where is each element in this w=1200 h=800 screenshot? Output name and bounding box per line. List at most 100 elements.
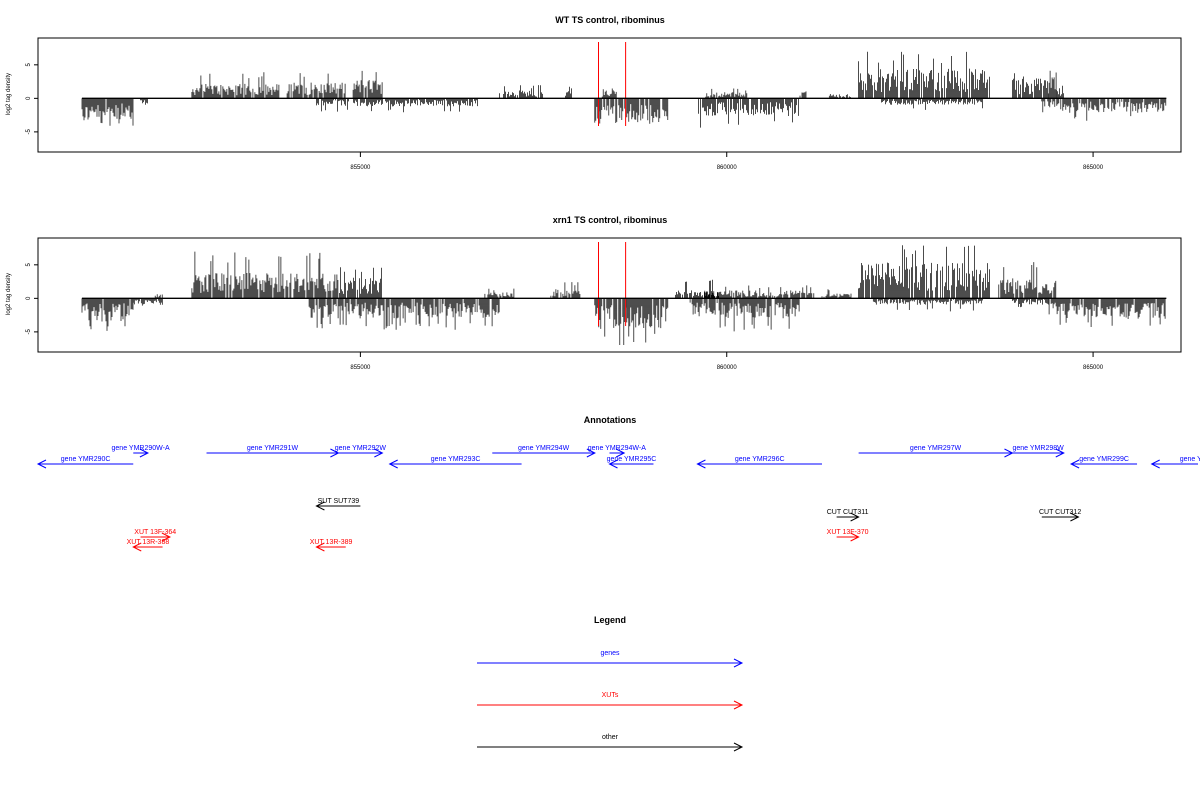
legend-items: genes XUTs other bbox=[477, 650, 744, 752]
annotation-label-xut-13f-370: XUT 13F-370 bbox=[827, 529, 869, 536]
bar-segment-8 bbox=[565, 86, 572, 99]
bar-segment-6 bbox=[316, 98, 478, 113]
annotation-label-sut-sut739: SUT SUT739 bbox=[318, 498, 360, 505]
annotation-label-gene-ymr298w: gene YMR298W bbox=[1013, 445, 1065, 452]
annotation-label-gene-ymr297w: gene YMR297W bbox=[910, 445, 962, 452]
bar-segment-15 bbox=[872, 298, 983, 312]
bar-segment-18 bbox=[1048, 298, 1166, 327]
legend-arrow-xut bbox=[477, 700, 744, 710]
bar-segment-10 bbox=[601, 88, 617, 99]
legend-label-gene: genes bbox=[600, 650, 620, 657]
bar-segment-5 bbox=[339, 267, 382, 299]
legend-panel: Legend genes XUTs other bbox=[477, 615, 744, 752]
wt-markers bbox=[598, 42, 627, 126]
x-tick-label: 860000 bbox=[717, 365, 738, 371]
annotation-arrow-cut-cut311 bbox=[836, 512, 860, 522]
bar-segment-7 bbox=[499, 85, 543, 99]
annotation-arrow-gene-ymr297w bbox=[858, 448, 1014, 458]
annotation-label-gene-ymr292w: gene YMR292W bbox=[335, 445, 387, 452]
annotation-label-gene-ymr294w-a: gene YMR294W-A bbox=[588, 445, 646, 452]
wt-track-title: WT TS control, ribominus bbox=[555, 15, 665, 25]
xrn1-track-panel: xrn1 TS control, ribominus log2 tag dens… bbox=[6, 215, 1182, 371]
x-tick-label: 855000 bbox=[350, 365, 371, 371]
bar-segment-18 bbox=[1048, 70, 1057, 99]
annotation-label-gene-ymr3: gene YMR3 bbox=[1180, 456, 1200, 463]
annotation-arrow-gene-ymr3 bbox=[1150, 459, 1198, 469]
annotation-label-gene-ymr296c: gene YMR296C bbox=[735, 456, 785, 463]
bar-segment-4 bbox=[286, 73, 346, 99]
xrn1-bars bbox=[81, 245, 1166, 345]
bar-segment-19 bbox=[1056, 85, 1064, 99]
bar-segment-8 bbox=[550, 282, 581, 299]
legend-label-other: other bbox=[602, 734, 619, 741]
plot-frame bbox=[37, 37, 1182, 153]
annotation-arrow-gene-ymr290c bbox=[36, 459, 134, 469]
bar-segment-3 bbox=[191, 72, 280, 99]
bar-segment-10 bbox=[675, 279, 719, 299]
bar-segment-15 bbox=[858, 51, 990, 99]
annotation-arrow-xut-13r-389 bbox=[315, 542, 346, 552]
bar-segment-14 bbox=[828, 94, 851, 99]
annotation-arrow-sut-sut739 bbox=[315, 501, 361, 511]
bar-segment-2 bbox=[140, 98, 148, 105]
bar-segment-2 bbox=[132, 298, 163, 306]
bar-segment-12 bbox=[698, 98, 799, 128]
bar-segment-6 bbox=[308, 298, 500, 330]
y-tick-label: 0 bbox=[26, 96, 32, 100]
annotation-label-xut-13r-389: XUT 13R-389 bbox=[310, 539, 353, 546]
bar-segment-13 bbox=[821, 289, 852, 299]
annotation-label-gene-ymr299c: gene YMR299C bbox=[1079, 456, 1129, 463]
annotation-arrow-gene-ymr294w-a bbox=[609, 448, 626, 458]
bar-segment-16 bbox=[998, 262, 1057, 299]
bar-segment-14 bbox=[858, 245, 990, 299]
legend-label-xut: XUTs bbox=[602, 692, 619, 699]
xrn1-axes: 855000 860000 865000 -5 0 5 bbox=[26, 237, 1182, 371]
annotations-title: Annotations bbox=[584, 415, 637, 425]
annotation-arrow-xut-13f-370 bbox=[836, 532, 860, 542]
wt-bars bbox=[81, 51, 1167, 128]
wt-ylabel: log2 tag density bbox=[6, 73, 12, 115]
bar-segment-5 bbox=[352, 70, 383, 99]
legend-title: Legend bbox=[594, 615, 626, 625]
bar-segment-4 bbox=[191, 251, 339, 299]
annotation-arrow-cut-cut312 bbox=[1041, 512, 1080, 522]
x-tick-label: 855000 bbox=[350, 165, 371, 171]
annotation-label-gene-ymr294w: gene YMR294W bbox=[518, 445, 570, 452]
x-tick-label: 865000 bbox=[1083, 365, 1104, 371]
bar-segment-7 bbox=[484, 288, 515, 299]
bar-segment-12 bbox=[704, 285, 815, 299]
annotation-arrow-gene-ymr292w bbox=[338, 448, 384, 458]
bar-segment-17 bbox=[1012, 298, 1049, 308]
bar-segment-16 bbox=[881, 98, 983, 110]
annotation-label-gene-ymr291w: gene YMR291W bbox=[247, 445, 299, 452]
y-tick-label: 5 bbox=[26, 262, 32, 266]
bar-segment-11 bbox=[705, 88, 748, 99]
xrn1-track-title: xrn1 TS control, ribominus bbox=[553, 215, 668, 225]
plot-frame bbox=[37, 237, 1182, 353]
annotation-label-cut-cut311: CUT CUT311 bbox=[827, 509, 869, 516]
annotation-label-cut-cut312: CUT CUT312 bbox=[1039, 509, 1081, 516]
annotation-label-gene-ymr295c: gene YMR295C bbox=[607, 456, 657, 463]
bar-segment-13 bbox=[799, 91, 807, 99]
bar-segment-20 bbox=[1041, 98, 1167, 121]
bar-segment-1 bbox=[81, 98, 134, 126]
annotation-arrow-xut-13r-388 bbox=[132, 542, 163, 552]
annotation-arrow-gene-ymr294w bbox=[492, 448, 596, 458]
bar-segment-11 bbox=[689, 298, 800, 332]
bar-segment-9 bbox=[594, 298, 669, 345]
wt-axes: 855000 860000 865000 -5 0 5 bbox=[26, 37, 1182, 171]
annotation-label-gene-ymr290w-a: gene YMR290W-A bbox=[112, 445, 170, 452]
x-tick-label: 860000 bbox=[717, 165, 738, 171]
y-tick-label: -5 bbox=[26, 129, 32, 135]
xrn1-markers bbox=[598, 242, 627, 326]
annotation-label-xut-13r-388: XUT 13R-388 bbox=[127, 539, 170, 546]
annotation-arrow-xut-13f-364 bbox=[140, 532, 172, 542]
annotation-label-gene-ymr293c: gene YMR293C bbox=[431, 456, 481, 463]
bar-segment-9 bbox=[594, 98, 669, 124]
annotation-label-gene-ymr290c: gene YMR290C bbox=[61, 456, 111, 463]
annotation-arrow-gene-ymr295c bbox=[608, 459, 654, 469]
annotation-label-xut-13f-364: XUT 13F-364 bbox=[134, 529, 176, 536]
